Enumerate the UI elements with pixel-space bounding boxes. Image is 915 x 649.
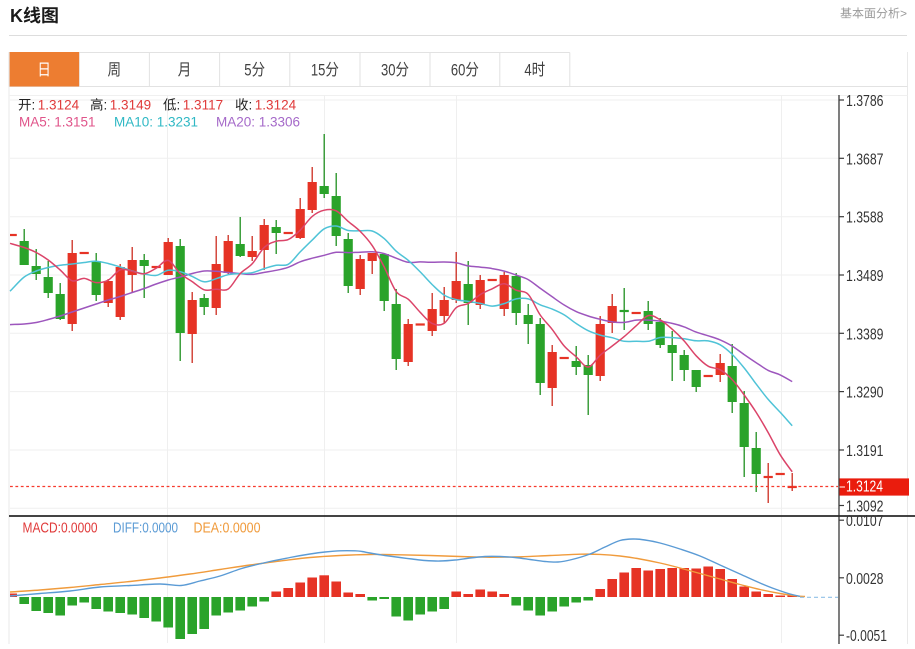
svg-text:DEA:0.0000: DEA:0.0000 <box>194 520 261 536</box>
svg-text:1.3149: 1.3149 <box>110 98 151 113</box>
svg-text::: : <box>32 98 36 113</box>
svg-text:MA20: 1.3306: MA20: 1.3306 <box>216 115 300 130</box>
svg-text:1.3489: 1.3489 <box>846 268 884 285</box>
svg-text:0.0028: 0.0028 <box>846 571 884 588</box>
svg-text::: : <box>249 98 253 113</box>
svg-text:30: 30 <box>381 61 396 79</box>
svg-text:1.3124: 1.3124 <box>255 98 297 113</box>
svg-text:1.3124: 1.3124 <box>846 478 883 495</box>
svg-text:1.3687: 1.3687 <box>846 151 884 168</box>
svg-text:60: 60 <box>451 61 466 79</box>
svg-text:1.3389: 1.3389 <box>846 326 884 343</box>
svg-text:MA5: 1.3151: MA5: 1.3151 <box>19 115 96 130</box>
svg-text:4: 4 <box>524 61 531 79</box>
svg-text:1.3117: 1.3117 <box>183 98 223 113</box>
svg-text:-0.0051: -0.0051 <box>846 628 887 644</box>
svg-text:1.3124: 1.3124 <box>38 98 80 113</box>
svg-text:15: 15 <box>311 61 326 79</box>
svg-text:1.3191: 1.3191 <box>846 443 884 460</box>
svg-text:>: > <box>900 7 907 21</box>
svg-text:1.3290: 1.3290 <box>846 385 884 402</box>
svg-text:5: 5 <box>244 61 251 79</box>
svg-text::: : <box>177 98 181 113</box>
svg-text:DIFF:0.0000: DIFF:0.0000 <box>113 520 178 536</box>
svg-text:1.3786: 1.3786 <box>846 93 884 110</box>
svg-text:0.0107: 0.0107 <box>846 513 884 530</box>
svg-text:MACD:0.0000: MACD:0.0000 <box>23 520 98 536</box>
svg-text::: : <box>104 98 108 113</box>
svg-text:K: K <box>10 6 23 26</box>
svg-text:1.3588: 1.3588 <box>846 210 884 227</box>
svg-text:1.3092: 1.3092 <box>846 499 884 516</box>
svg-text:MA10: 1.3231: MA10: 1.3231 <box>114 115 198 130</box>
